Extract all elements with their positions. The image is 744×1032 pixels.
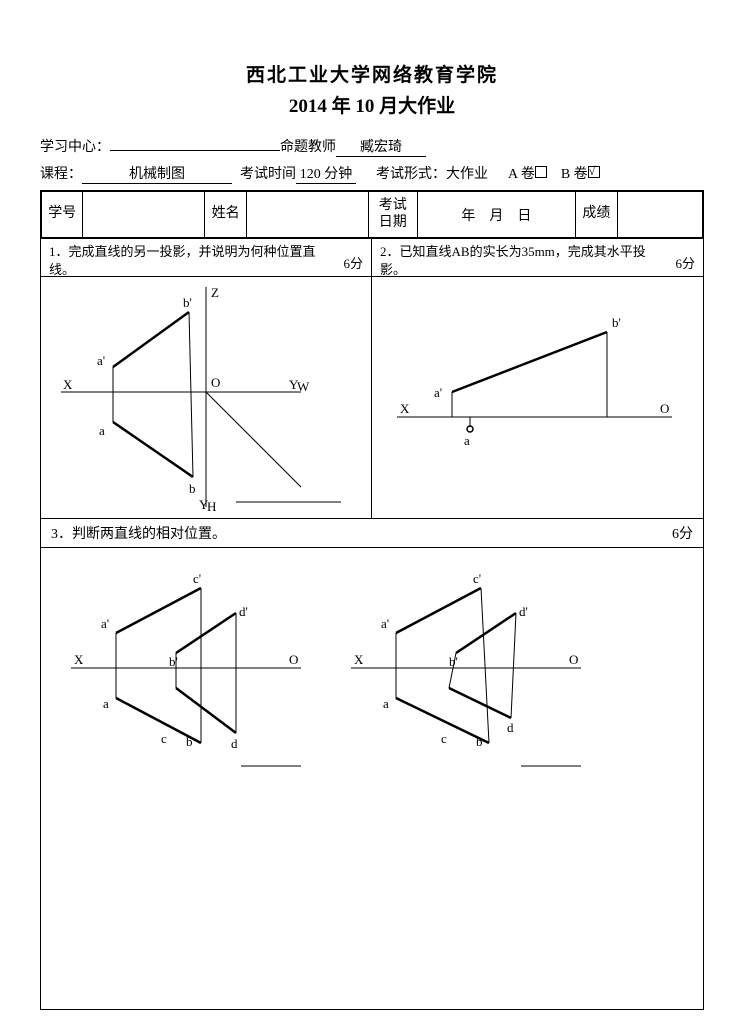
svg-text:a: a <box>464 433 470 448</box>
exam-form-label: 考试形式：大作业 <box>376 163 488 183</box>
q2-text: 2．已知直线AB的实长为35mm，完成其水平投影。 <box>380 243 667 279</box>
paper-b-label: B 卷 <box>561 163 588 183</box>
svg-text:b: b <box>189 481 196 496</box>
q1-diagram: X Z Y H Y W O a' b' a b <box>41 277 371 517</box>
q3-score: 6分 <box>672 523 693 543</box>
q1-score: 6分 <box>343 253 363 272</box>
svg-text:O: O <box>289 652 298 667</box>
svg-text:X: X <box>63 377 73 392</box>
svg-text:O: O <box>569 652 578 667</box>
svg-text:X: X <box>74 652 84 667</box>
name-field[interactable] <box>246 192 368 238</box>
svg-text:c': c' <box>193 571 201 586</box>
svg-text:O: O <box>660 401 669 416</box>
svg-text:a': a' <box>434 385 442 400</box>
question-1-cell: 1．完成直线的另一投影，并说明为何种位置直线。 6分 X Z Y H Y W O <box>41 239 372 518</box>
paper-a-checkbox[interactable] <box>535 166 547 178</box>
svg-text:b': b' <box>183 295 192 310</box>
q3-header: 3．判断两直线的相对位置。 6分 <box>41 518 703 548</box>
svg-text:b': b' <box>169 654 178 669</box>
svg-text:b: b <box>186 734 193 749</box>
svg-text:X: X <box>354 652 364 667</box>
svg-text:X: X <box>400 401 410 416</box>
student-id-field[interactable] <box>83 192 205 238</box>
exam-time-value: 120 分钟 <box>296 163 356 184</box>
score-field[interactable] <box>617 192 702 238</box>
q3-text: 3．判断两直线的相对位置。 <box>51 523 226 543</box>
q3-diagram: X O a' c' b' d' a c b d <box>41 548 703 788</box>
svg-text:c': c' <box>473 571 481 586</box>
svg-text:d': d' <box>239 604 248 619</box>
svg-text:a': a' <box>101 616 109 631</box>
svg-text:W: W <box>297 379 310 394</box>
svg-text:d: d <box>507 720 514 735</box>
course-label: 课程： <box>40 163 82 183</box>
student-id-label: 学号 <box>42 192 83 238</box>
main-frame: 学号 姓名 考试日期 年 月 日 成绩 1．完成直线的另一投影，并说明为何种位置… <box>40 190 704 1010</box>
svg-text:a: a <box>103 696 109 711</box>
questions-row-1-2: 1．完成直线的另一投影，并说明为何种位置直线。 6分 X Z Y H Y W O <box>41 238 703 518</box>
title-block: 西北工业大学网络教育学院 2014 年 10 月大作业 <box>40 60 704 118</box>
date-field[interactable]: 年 月 日 <box>417 192 576 238</box>
teacher-label: 命题教师 <box>280 136 336 156</box>
svg-text:b': b' <box>612 315 621 330</box>
exam-date-label: 考试日期 <box>368 192 417 238</box>
study-center-field[interactable] <box>110 150 280 151</box>
exam-time-label: 考试时间 <box>240 163 296 183</box>
paper-b-checkbox[interactable] <box>588 166 600 178</box>
q2-header: 2．已知直线AB的实长为35mm，完成其水平投影。 6分 <box>372 239 703 277</box>
q2-diagram: X O a' b' a <box>372 277 703 517</box>
svg-text:a: a <box>383 696 389 711</box>
svg-text:d: d <box>231 736 238 751</box>
svg-text:b: b <box>476 734 483 749</box>
svg-text:Z: Z <box>211 285 219 300</box>
q1-header: 1．完成直线的另一投影，并说明为何种位置直线。 6分 <box>41 239 371 277</box>
svg-text:H: H <box>207 499 216 514</box>
q1-text: 1．完成直线的另一投影，并说明为何种位置直线。 <box>49 243 335 279</box>
teacher-name: 臧宏琦 <box>336 136 426 157</box>
name-label: 姓名 <box>205 192 246 238</box>
assignment-title: 2014 年 10 月大作业 <box>40 91 704 118</box>
svg-text:a: a <box>99 423 105 438</box>
svg-text:c: c <box>441 731 447 746</box>
svg-text:a': a' <box>381 616 389 631</box>
meta-row-2: 课程： 机械制图 考试时间 120 分钟 考试形式：大作业 A 卷 B 卷 <box>40 163 704 184</box>
svg-text:d': d' <box>519 604 528 619</box>
svg-text:O: O <box>211 375 220 390</box>
course-name: 机械制图 <box>82 163 232 184</box>
question-2-cell: 2．已知直线AB的实长为35mm，完成其水平投影。 6分 X O a' b' <box>372 239 703 518</box>
info-table: 学号 姓名 考试日期 年 月 日 成绩 <box>41 191 703 238</box>
paper-a-label: A 卷 <box>508 163 535 183</box>
university-name: 西北工业大学网络教育学院 <box>40 60 704 87</box>
meta-row-1: 学习中心： 命题教师 臧宏琦 <box>40 136 704 157</box>
svg-text:c: c <box>161 731 167 746</box>
score-label: 成绩 <box>576 192 617 238</box>
q2-score: 6分 <box>675 253 695 272</box>
svg-text:a': a' <box>97 353 105 368</box>
study-center-label: 学习中心： <box>40 136 110 156</box>
